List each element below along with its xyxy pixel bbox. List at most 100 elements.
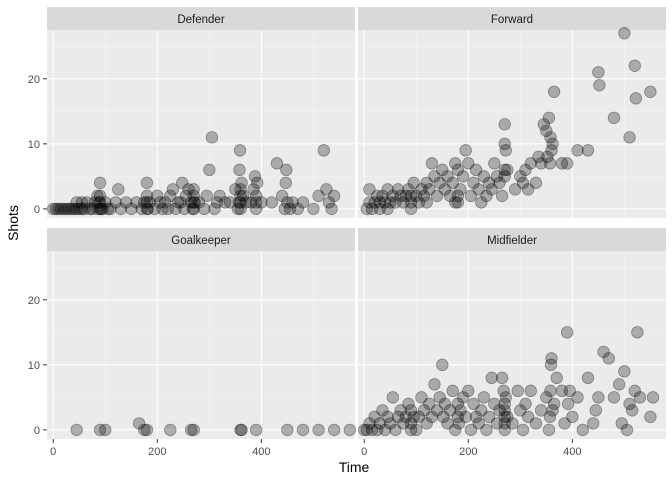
strip-goalkeeper bbox=[47, 228, 355, 251]
data-point bbox=[467, 397, 480, 411]
data-point bbox=[488, 157, 501, 170]
data-point bbox=[620, 423, 634, 437]
data-point bbox=[404, 196, 418, 209]
data-point bbox=[436, 358, 449, 372]
data-point bbox=[164, 189, 177, 203]
data-point bbox=[114, 202, 128, 216]
data-point bbox=[49, 202, 63, 216]
data-point bbox=[381, 183, 394, 196]
data-point bbox=[612, 378, 626, 391]
data-point bbox=[70, 202, 83, 216]
data-point bbox=[546, 404, 559, 417]
panel-bg-goalkeeper bbox=[47, 251, 355, 439]
data-point bbox=[425, 157, 439, 170]
data-point bbox=[125, 202, 138, 216]
y-tick-label: 20 bbox=[28, 74, 40, 86]
data-point bbox=[91, 189, 104, 203]
data-point bbox=[70, 196, 83, 209]
data-point bbox=[78, 202, 91, 216]
data-point bbox=[454, 183, 467, 196]
data-point bbox=[545, 144, 558, 157]
data-point bbox=[544, 131, 557, 144]
data-point bbox=[279, 176, 293, 190]
data-point bbox=[179, 189, 193, 203]
data-point bbox=[381, 202, 394, 216]
x-axis-title: Time bbox=[339, 459, 370, 475]
data-point bbox=[407, 176, 420, 190]
data-point bbox=[363, 417, 376, 430]
data-point bbox=[99, 196, 112, 209]
data-point bbox=[443, 189, 457, 203]
data-point bbox=[397, 417, 410, 430]
data-point bbox=[184, 423, 198, 437]
data-point bbox=[498, 410, 511, 424]
data-point bbox=[631, 326, 644, 339]
data-point bbox=[203, 163, 216, 177]
data-point bbox=[153, 196, 167, 209]
data-point bbox=[625, 404, 639, 417]
data-point bbox=[231, 202, 245, 216]
data-point bbox=[436, 163, 449, 177]
data-point bbox=[109, 196, 122, 209]
facet-panels: Defender Forward Goalkeeper Midfielder bbox=[47, 7, 666, 439]
data-point bbox=[322, 196, 336, 209]
data-point bbox=[485, 183, 498, 196]
data-point bbox=[499, 144, 512, 157]
data-point bbox=[65, 202, 78, 216]
data-point bbox=[472, 183, 485, 196]
data-point bbox=[628, 384, 641, 398]
data-point bbox=[490, 170, 504, 183]
data-point bbox=[386, 391, 400, 404]
data-point bbox=[178, 202, 191, 216]
data-point bbox=[249, 189, 263, 203]
data-point bbox=[327, 189, 341, 203]
data-point bbox=[497, 384, 510, 398]
points-midfielder bbox=[358, 326, 660, 437]
facet-midfielder: Midfielder bbox=[358, 228, 666, 439]
data-point bbox=[140, 176, 154, 190]
data-point bbox=[373, 417, 387, 430]
data-point bbox=[428, 378, 441, 391]
data-point bbox=[391, 410, 405, 424]
data-point bbox=[291, 202, 304, 216]
data-point bbox=[485, 371, 498, 385]
data-point bbox=[519, 163, 532, 177]
data-point bbox=[99, 423, 112, 437]
data-point bbox=[589, 404, 602, 417]
data-point bbox=[187, 202, 200, 216]
data-point bbox=[498, 118, 511, 131]
data-point bbox=[449, 157, 462, 170]
data-point bbox=[307, 202, 320, 216]
data-point bbox=[437, 410, 450, 424]
data-point bbox=[210, 196, 224, 209]
data-point bbox=[560, 157, 574, 170]
strip-label-forward: Forward bbox=[491, 14, 533, 26]
data-point bbox=[546, 137, 559, 151]
data-point bbox=[581, 144, 595, 157]
data-point bbox=[320, 183, 333, 196]
data-point bbox=[459, 410, 472, 424]
data-point bbox=[404, 404, 418, 417]
data-point bbox=[363, 196, 376, 209]
data-point bbox=[534, 157, 548, 170]
data-point bbox=[187, 189, 200, 203]
data-point bbox=[493, 404, 506, 417]
strip-label-defender: Defender bbox=[177, 14, 224, 26]
data-point bbox=[67, 202, 81, 216]
data-point bbox=[451, 397, 465, 411]
points-goalkeeper bbox=[70, 417, 356, 437]
data-point bbox=[148, 202, 161, 216]
data-point bbox=[438, 397, 452, 411]
y-axis-title: Shots bbox=[5, 205, 21, 241]
data-point bbox=[417, 404, 431, 417]
data-point bbox=[469, 410, 483, 424]
data-point bbox=[233, 163, 246, 177]
data-point bbox=[493, 176, 506, 190]
data-point bbox=[475, 404, 488, 417]
data-point bbox=[93, 196, 107, 209]
data-point bbox=[501, 410, 514, 424]
data-point bbox=[373, 196, 387, 209]
strip-label-midfielder: Midfielder bbox=[487, 235, 537, 247]
data-point bbox=[156, 202, 169, 216]
